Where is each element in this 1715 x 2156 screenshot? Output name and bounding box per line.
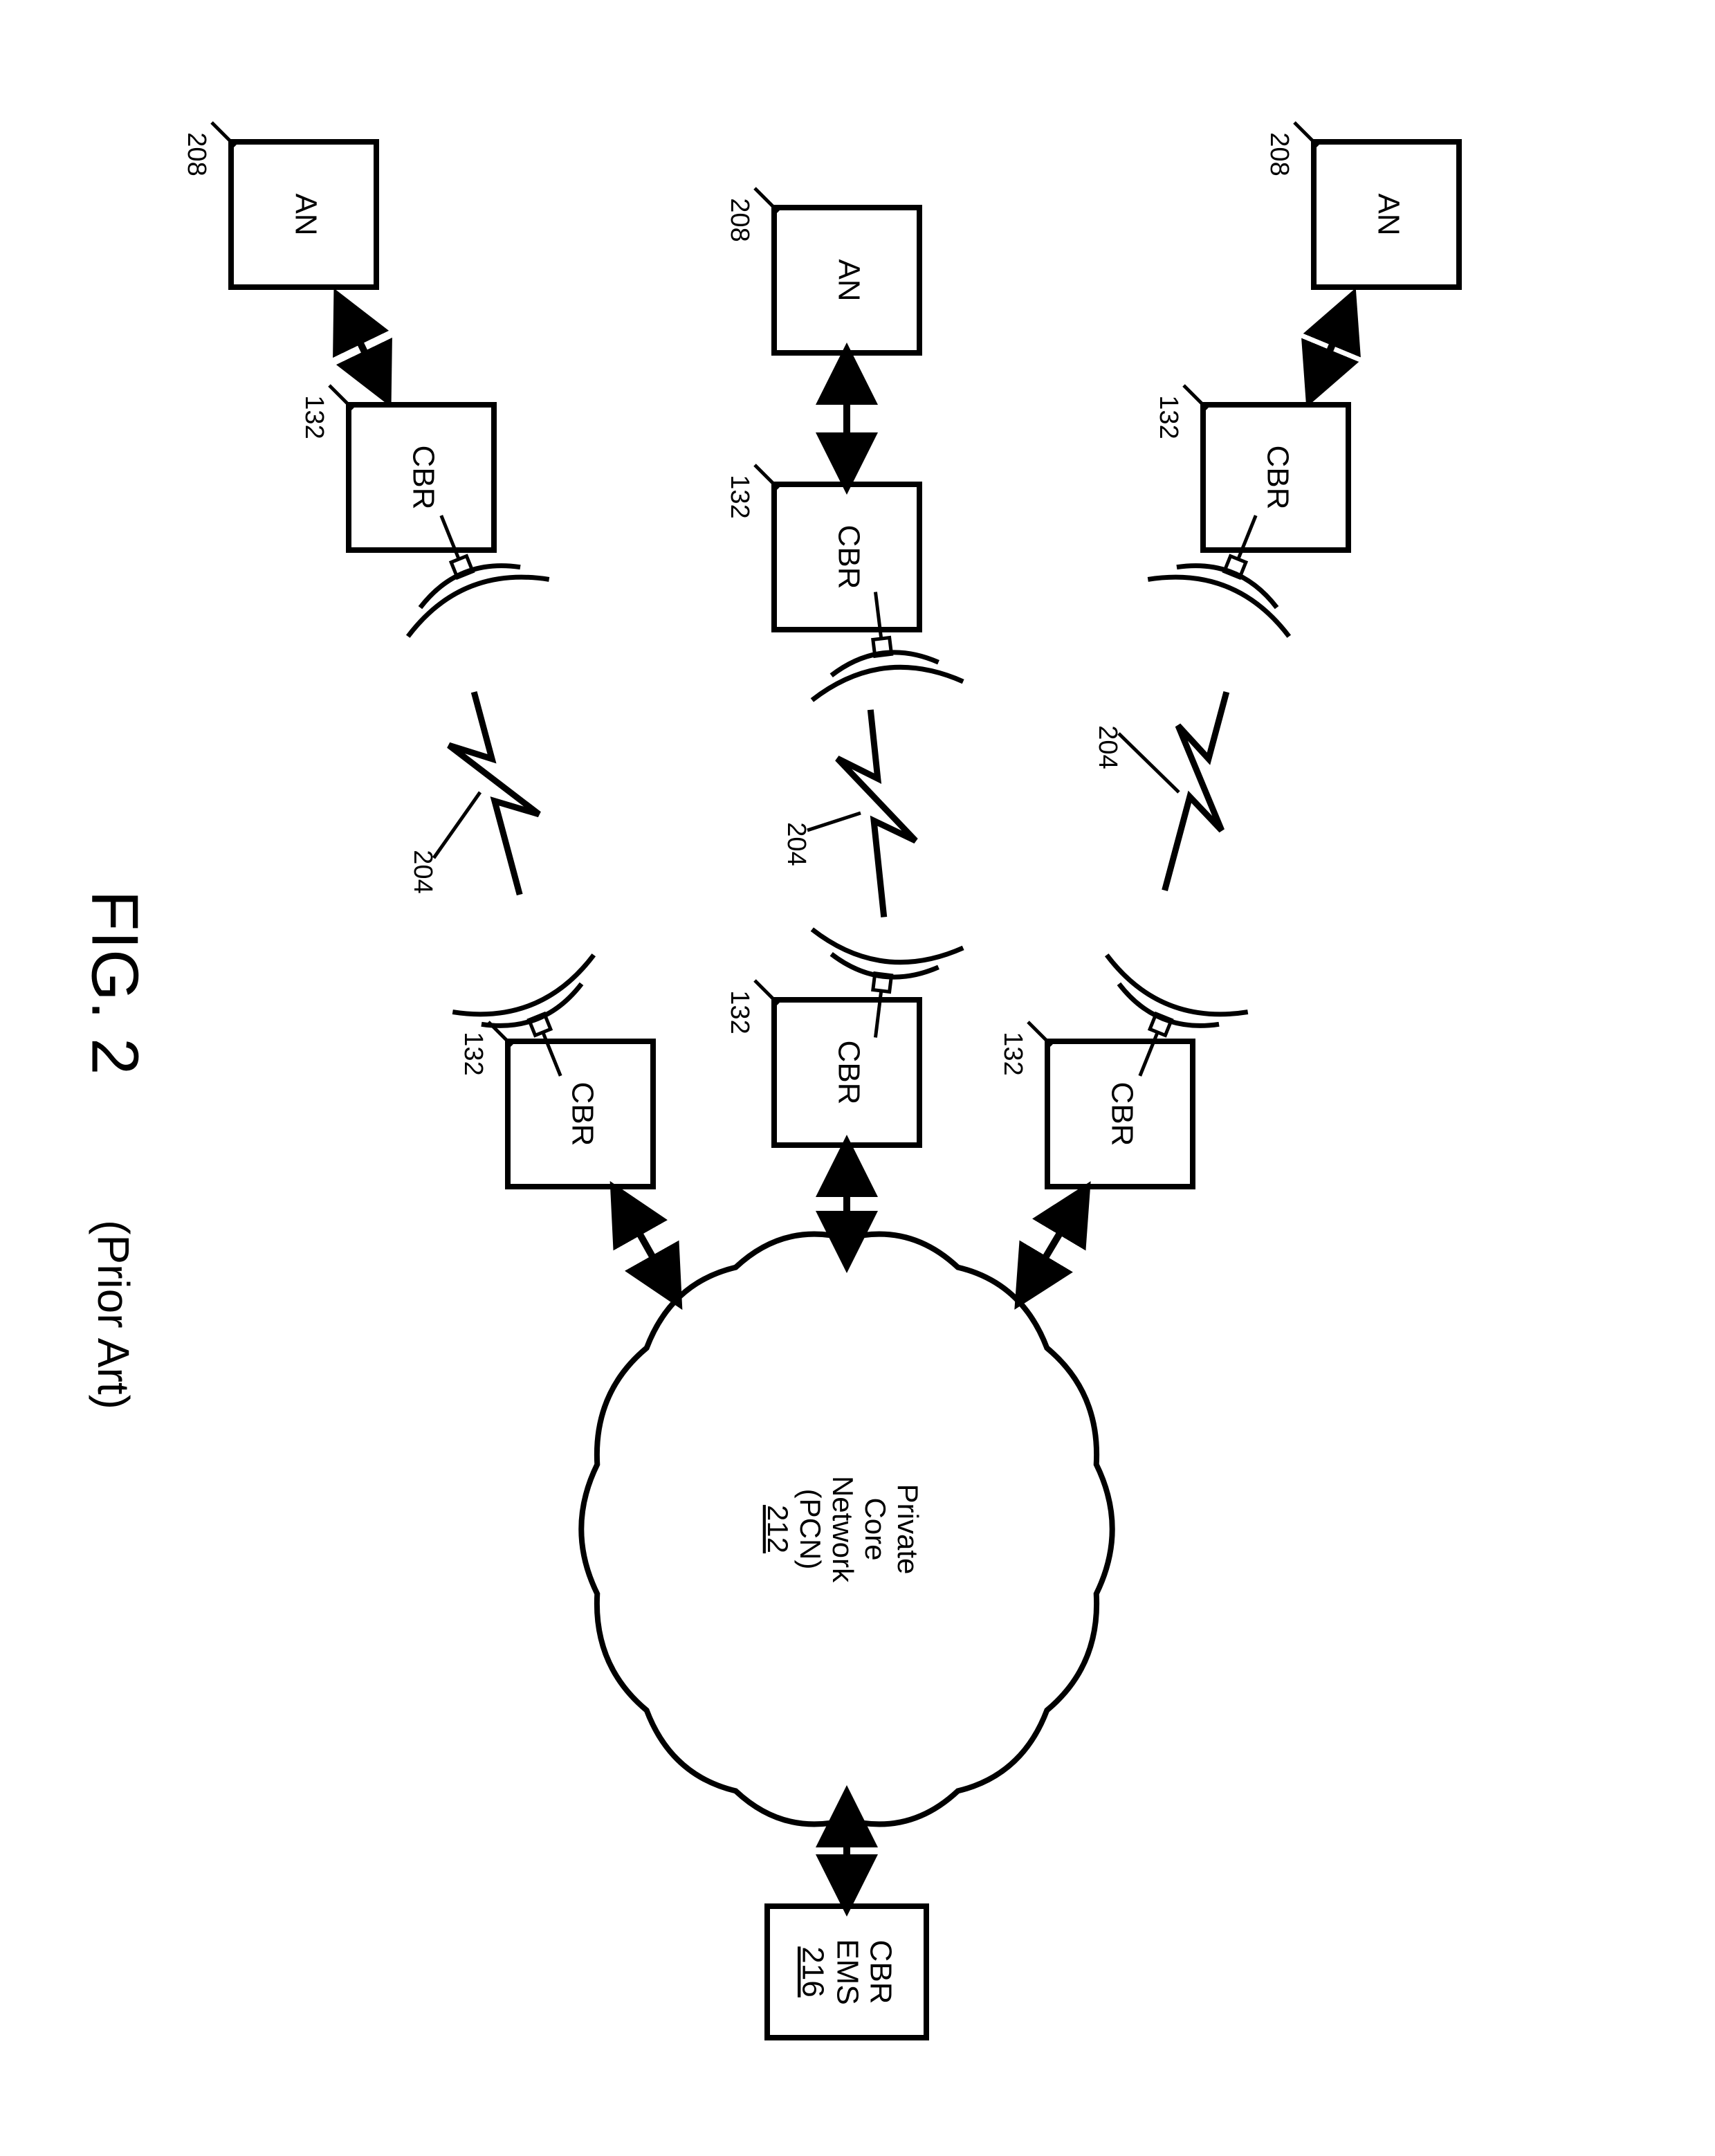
- node-label-cbr3R: CBR: [565, 1082, 599, 1146]
- bolt-3-ref: 204: [408, 850, 437, 893]
- ref-leader-an2: [755, 188, 778, 212]
- figure-subcaption: (Prior Art): [89, 1220, 138, 1409]
- edge-an_cbrL_1: [1310, 298, 1352, 398]
- node-ref-cbr2R: 132: [725, 990, 754, 1034]
- node-label-cbr1L: CBR: [1260, 446, 1294, 510]
- node-ref-an2: 208: [725, 198, 754, 241]
- node-ref-cbr3R: 132: [459, 1032, 488, 1075]
- ref-leader-cbr2R: [755, 980, 778, 1004]
- node-label-cbr3L: CBR: [406, 446, 440, 510]
- node-label-ems: EMS: [830, 1939, 864, 2004]
- figure-caption: FIG. 2: [78, 890, 152, 1075]
- node-label-an3: AN: [288, 193, 322, 235]
- node-ref-an3: 208: [182, 132, 211, 176]
- ref-leader-cbr2L: [755, 465, 778, 488]
- node-label-cbr1R: CBR: [1105, 1082, 1139, 1146]
- node-label-an1: AN: [1371, 193, 1405, 235]
- node-label-an2: AN: [832, 259, 865, 301]
- ref-leader-cbr1R: [1028, 1022, 1052, 1045]
- ref-leader-cbr1L: [1184, 385, 1207, 409]
- node-ref-cbr2L: 132: [725, 475, 754, 518]
- ref-leader-an3: [212, 122, 235, 146]
- edge-cbrR_cloud_1: [1020, 1190, 1085, 1301]
- node-ref-cbr1L: 132: [1154, 395, 1183, 439]
- cloud-label: Network: [827, 1476, 859, 1583]
- edge-an_cbrL_3: [338, 298, 387, 398]
- node-label-cbr2L: CBR: [832, 525, 865, 590]
- ref-leader-an1: [1294, 122, 1318, 146]
- bolt-2: [796, 706, 924, 924]
- diagram-page: { "figure": { "caption": "FIG. 2", "sub_…: [0, 0, 1715, 2156]
- cloud-label: (PCN): [794, 1489, 827, 1570]
- cloud-ref: 212: [762, 1505, 794, 1553]
- node-label-ems: CBR: [863, 1940, 897, 2004]
- bolt-2-ref: 204: [782, 822, 811, 866]
- bolt-1: [1083, 668, 1257, 900]
- node-ref-cbr3L: 132: [300, 395, 329, 439]
- node-label-cbr2R: CBR: [832, 1041, 865, 1105]
- node-ref-ems: 216: [796, 1946, 829, 1997]
- cloud-label: Private: [892, 1484, 924, 1575]
- node-ref-an1: 208: [1265, 132, 1294, 176]
- cloud-label: Core: [859, 1497, 892, 1560]
- ref-leader-cbr3L: [329, 385, 353, 409]
- edge-cbrR_cloud_3: [615, 1190, 677, 1301]
- node-ref-cbr1R: 132: [998, 1032, 1027, 1075]
- diagram-svg: PrivateCoreNetwork(PCN)212 AN 208 AN 208 AN 20…: [0, 0, 1715, 2156]
- bolt-1-ref: 204: [1093, 725, 1122, 769]
